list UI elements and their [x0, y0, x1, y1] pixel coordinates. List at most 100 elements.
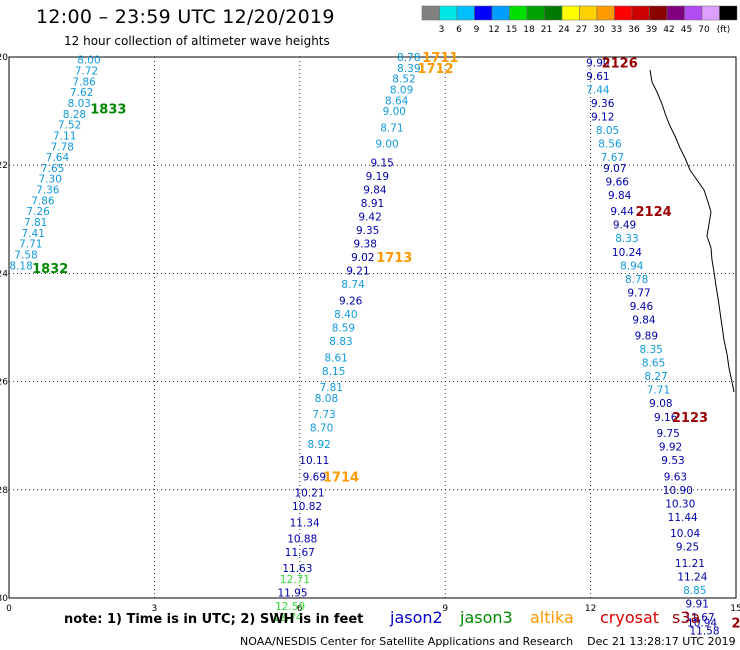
swh-value-label: 9.00 [383, 106, 406, 118]
swh-value-label: 7.71 [19, 239, 42, 251]
legend-tick-label: 27 [576, 25, 587, 35]
pass-time-label: 1712 [417, 62, 453, 77]
legend-tick-label: 42 [663, 25, 674, 35]
y-tick-label: -24 [0, 269, 8, 279]
swh-value-label: 10.21 [294, 488, 324, 500]
swh-value-label: 7.58 [14, 249, 37, 261]
swh-value-label: 9.89 [635, 331, 658, 343]
swh-value-label: 7.52 [58, 120, 81, 132]
swh-value-label: 9.21 [346, 266, 369, 278]
swh-value-label: 9.75 [656, 428, 679, 440]
legend-tick-label: 3 [439, 25, 445, 35]
y-tick-label: -30 [0, 594, 8, 604]
swh-value-label: 12.71 [280, 574, 310, 586]
swh-value-label: 11.34 [290, 517, 320, 529]
swh-value-label: 11.21 [675, 558, 705, 570]
swh-value-label: 7.30 [39, 174, 62, 186]
swh-value-label: 9.91 [686, 598, 709, 610]
swh-value-label: 8.03 [68, 98, 91, 110]
swh-value-label: 8.09 [390, 84, 413, 96]
swh-value-label: 8.40 [334, 309, 357, 321]
swh-value-label: 8.74 [341, 279, 365, 291]
y-tick-label: -20 [0, 53, 8, 63]
swh-value-label: 7.73 [312, 409, 335, 421]
satellite-label-cryosat: cryosat [600, 608, 660, 627]
swh-value-label: 9.66 [606, 176, 630, 188]
swh-value-label: 12.59 [275, 601, 305, 613]
pass-time-label: 2123 [672, 411, 708, 426]
swh-value-label: 8.78 [397, 52, 420, 64]
legend-tick-label: 15 [506, 25, 517, 35]
swh-value-label: 9.12 [591, 112, 614, 124]
swh-value-label: 10.04 [670, 528, 700, 540]
y-tick-label: -26 [0, 378, 8, 388]
swh-value-label: 8.33 [615, 233, 638, 245]
swh-value-label: 9.69 [303, 471, 326, 483]
swh-value-label: 8.39 [397, 63, 420, 75]
swh-value-label: 7.65 [41, 163, 64, 175]
swh-value-label: 7.86 [72, 76, 96, 88]
swh-value-label: 7.81 [24, 217, 47, 229]
swh-value-label: 9.92 [659, 442, 682, 454]
swh-value-label: 8.71 [380, 122, 403, 134]
swh-value-label: 8.27 [644, 371, 667, 383]
swh-value-label: 9.53 [661, 455, 684, 467]
swh-value-label: 7.36 [36, 185, 60, 197]
swh-value-label: 9.36 [591, 98, 615, 110]
swh-value-label: 7.72 [75, 66, 98, 78]
pass-time-label: 2 [731, 616, 740, 631]
swh-value-label: 9.38 [354, 239, 377, 251]
legend-tick-label: 45 [681, 25, 692, 35]
legend-tick-label: 18 [523, 25, 535, 35]
satellite-label-jason2: jason2 [390, 608, 443, 627]
swh-value-label: 11.58 [689, 625, 719, 637]
swh-value-label: 7.67 [601, 152, 624, 164]
swh-value-label: 8.70 [310, 423, 333, 435]
footer-credit: NOAA/NESDIS Center for Satellite Applica… [240, 635, 736, 648]
x-tick-label: 3 [152, 604, 158, 614]
swh-value-label: 11.24 [677, 571, 707, 583]
swh-value-label: 7.41 [22, 228, 45, 240]
satellite-label-altika: altika [530, 608, 574, 627]
pass-time-label: 1711 [422, 51, 458, 66]
swh-value-label: 7.86 [31, 195, 55, 207]
swh-value-label: 7.71 [647, 385, 670, 397]
swh-value-label: 9.35 [356, 225, 379, 237]
y-tick-label: -28 [0, 486, 8, 496]
swh-value-label: 8.56 [598, 139, 622, 151]
swh-value-label: 9.15 [370, 157, 393, 169]
swh-value-label: 10.88 [287, 533, 317, 545]
swh-value-label: 10.30 [665, 498, 695, 510]
swh-value-label: 8.18 [9, 260, 32, 272]
y-tick-label: -22 [0, 161, 8, 171]
legend-unit-label: (ft) [717, 25, 731, 35]
swh-value-label: 7.81 [320, 382, 343, 394]
legend-tick-label: 39 [646, 25, 658, 35]
legend-tick-label: 21 [541, 25, 552, 35]
coastline [649, 69, 735, 393]
swh-value-label: 9.84 [608, 190, 632, 202]
swh-value-label: 11.44 [668, 512, 698, 524]
swh-value-label: 8.08 [315, 393, 338, 405]
swh-value-label: 8.64 [385, 95, 409, 107]
swh-value-label: 9.16 [654, 412, 678, 424]
swh-value-label: 8.91 [361, 198, 384, 210]
swh-value-label: 8.92 [307, 439, 330, 451]
color-scale-legend: 3 6 9 12 15 18 21 24 27 30 33 36 39 42 45 70 (ft) [421, 5, 738, 35]
legend-tick-label: 36 [628, 25, 640, 35]
swh-value-label: 9.19 [366, 171, 389, 183]
swh-value-label: 9.00 [375, 139, 398, 151]
legend-tick-label: 12 [488, 25, 499, 35]
swh-value-label: 8.52 [392, 74, 415, 86]
chart-title: 12:00 – 23:59 UTC 12/20/2019 [36, 6, 335, 28]
legend-tick-label: 30 [593, 25, 605, 35]
swh-value-label: 11.67 [685, 612, 715, 624]
swh-value-label: 9.02 [351, 252, 374, 264]
swh-value-label: 9.63 [664, 471, 687, 483]
x-tick-label: 15 [730, 604, 740, 614]
pass-time-label: 1832 [32, 262, 68, 277]
swh-value-label: 8.15 [322, 366, 345, 378]
swh-value-label: 9.46 [630, 301, 654, 313]
chart-subtitle: 12 hour collection of altimeter wave hei… [64, 34, 330, 48]
